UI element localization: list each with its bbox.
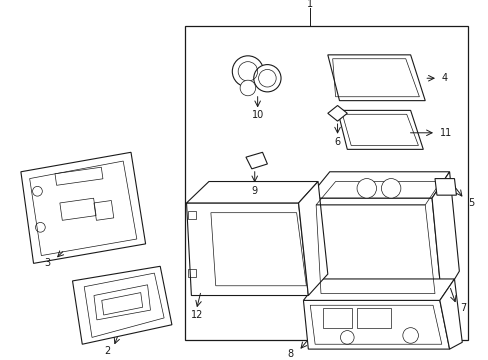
Polygon shape	[308, 198, 441, 300]
Bar	[188, 211, 196, 219]
Text: 7: 7	[459, 303, 466, 313]
Bar	[184, 26, 468, 339]
Polygon shape	[94, 285, 150, 320]
Polygon shape	[21, 152, 145, 264]
Text: 2: 2	[104, 346, 110, 356]
Polygon shape	[303, 279, 453, 300]
Bar	[94, 201, 114, 220]
Polygon shape	[434, 179, 455, 195]
Polygon shape	[245, 152, 267, 169]
Polygon shape	[431, 172, 458, 300]
Bar	[322, 308, 351, 328]
Text: 4: 4	[441, 73, 447, 83]
Polygon shape	[439, 279, 461, 349]
Polygon shape	[327, 105, 346, 121]
Text: 12: 12	[191, 310, 203, 320]
Polygon shape	[298, 181, 327, 296]
Bar	[188, 269, 196, 277]
Circle shape	[381, 179, 400, 198]
Bar	[60, 198, 96, 220]
Text: 10: 10	[251, 110, 263, 120]
Text: 11: 11	[439, 128, 451, 138]
Text: 5: 5	[467, 198, 473, 208]
Text: 8: 8	[287, 349, 293, 359]
Polygon shape	[72, 266, 172, 344]
Circle shape	[232, 56, 263, 87]
Polygon shape	[327, 55, 425, 101]
Text: 3: 3	[44, 258, 50, 268]
Polygon shape	[337, 111, 423, 149]
Circle shape	[356, 179, 376, 198]
Bar	[356, 308, 390, 328]
Text: 1: 1	[306, 0, 312, 9]
Bar	[55, 167, 102, 185]
Polygon shape	[308, 172, 448, 198]
Text: 6: 6	[334, 136, 340, 147]
Text: 9: 9	[251, 186, 257, 196]
Polygon shape	[303, 300, 448, 349]
Polygon shape	[186, 181, 317, 203]
Circle shape	[240, 80, 255, 96]
Circle shape	[253, 64, 281, 92]
Polygon shape	[186, 203, 308, 296]
